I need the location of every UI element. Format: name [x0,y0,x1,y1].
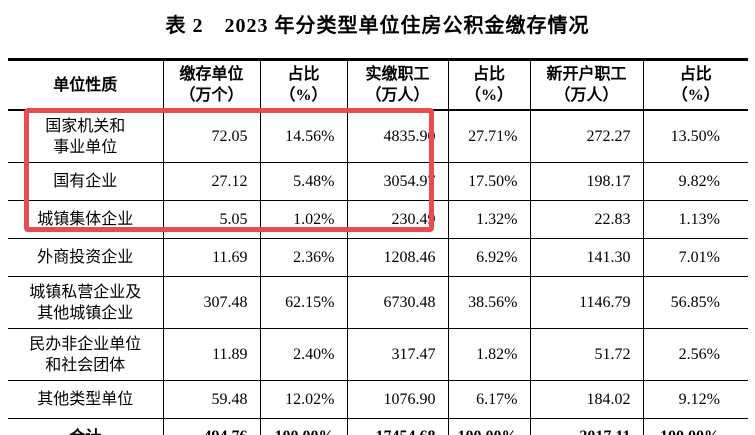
table-title: 表 2 2023 年分类型单位住房公积金缴存情况 [165,15,590,37]
cell-value: 4835.90 [346,109,448,163]
header-label-line1: 占比 [679,66,712,83]
header-label-line2: （%） [279,87,328,104]
cell-value: 11.89 [162,328,260,381]
cell-value: 2.36% [259,238,347,277]
cell-value: 1146.79 [529,276,643,329]
cell-value: 1.32% [447,200,530,239]
cell-value: 17.50% [447,162,530,201]
cell-value: 7.01% [642,238,748,277]
cell-value: 2.40% [259,328,347,381]
cell-value: 100.00% [259,418,347,435]
header-label-line1: 实缴职工 [365,66,430,83]
cell-value: 14.56% [259,109,347,163]
header-label-line1: 缴存单位 [179,66,244,83]
header-label-line2: （万人） [365,87,430,104]
cell-value: 6.17% [447,380,530,419]
table-row: 其他类型单位 59.48 12.02% 1076.90 6.17% 184.02 9.12% [8,380,748,419]
cell-value: 9.12% [642,380,748,419]
cell-value: 72.05 [162,109,260,163]
cell-value: 56.85% [642,276,748,329]
cell-value: 27.12 [162,162,260,201]
row-label: 民办非企业单位 和社会团体 [8,328,163,381]
header-share-of-deposit-units: 占比 （%） [259,59,347,111]
cell-value: 11.69 [162,238,260,277]
cell-value: 100.00% [447,418,530,435]
table-body: 国家机关和 事业单位 72.05 14.56% 4835.90 27.71% 272.27… [8,109,748,435]
header-label-line2: （万个） [179,87,244,104]
header-label-line1: 单位性质 [53,76,118,94]
cell-value: 6730.48 [346,276,448,329]
cell-value: 3054.97 [346,162,448,201]
row-label: 国家机关和 事业单位 [8,109,163,163]
cell-value: 9.82% [642,162,748,201]
table-row: 国有企业 27.12 5.48% 3054.97 17.50% 198.17 9.82% [8,162,748,201]
cell-value: 100.00% [642,418,748,435]
table-row: 国家机关和 事业单位 72.05 14.56% 4835.90 27.71% 272.27… [8,109,748,163]
row-label: 合计 [8,418,163,435]
cell-value: 5.48% [259,162,347,201]
row-label: 国有企业 [8,162,163,201]
cell-value: 6.92% [447,238,530,277]
header-label-line2: （%） [671,87,720,104]
cell-value: 184.02 [529,380,643,419]
cell-value: 1.82% [447,328,530,381]
row-label: 城镇私营企业及 其他城镇企业 [8,276,163,329]
provident-fund-table: 单位性质 缴存单位 （万个） 占比 （%） 实缴职工 （万人） 占比 （%） 新开户职工 （万人） 占… [8,58,748,435]
cell-value: 2017.11 [529,418,643,435]
table-row: 民办非企业单位 和社会团体 11.89 2.40% 317.47 1.82% 51.72 2… [8,328,748,381]
cell-value: 494.76 [162,418,260,435]
header-unit-type: 单位性质 [8,59,163,111]
cell-value: 198.17 [529,162,643,201]
row-label: 外商投资企业 [8,238,163,277]
total-row: 合计494.76100.00%17454.68100.00%2017.11100… [8,418,748,435]
cell-value: 17454.68 [346,418,448,435]
cell-value: 1.13% [642,200,748,239]
header-share-of-paying-employees: 占比 （%） [447,59,530,111]
cell-value: 27.71% [447,109,530,163]
header-label-line1: 占比 [287,66,320,83]
cell-value: 12.02% [259,380,347,419]
cell-value: 1076.90 [346,380,448,419]
cell-value: 22.83 [529,200,643,239]
row-label: 其他类型单位 [8,380,163,419]
cell-value: 272.27 [529,109,643,163]
cell-value: 230.49 [346,200,448,239]
cell-value: 13.50% [642,109,748,163]
table-row: 外商投资企业 11.69 2.36% 1208.46 6.92% 141.30 7.01% [8,238,748,277]
cell-value: 1.02% [259,200,347,239]
cell-value: 1208.46 [346,238,448,277]
cell-value: 2.56% [642,328,748,381]
cell-value: 317.47 [346,328,448,381]
header-label-line2: （%） [464,87,513,104]
table-row: 城镇集体企业 5.05 1.02% 230.49 1.32% 22.83 1.13% [8,200,748,239]
header-share-of-new-account-employees: 占比 （%） [642,59,748,111]
table-row: 城镇私营企业及 其他城镇企业 307.48 62.15% 6730.48 38.56% 1… [8,276,748,329]
cell-value: 62.15% [259,276,347,329]
cell-value: 141.30 [529,238,643,277]
row-label: 城镇集体企业 [8,200,163,239]
cell-value: 5.05 [162,200,260,239]
header-new-account-employees: 新开户职工 （万人） [529,59,643,111]
header-deposit-units: 缴存单位 （万个） [162,59,260,111]
header-label-line1: 占比 [472,66,505,83]
header-label-line2: （万人） [554,87,619,104]
header-paying-employees: 实缴职工 （万人） [346,59,448,111]
header-label-line1: 新开户职工 [546,66,627,83]
cell-value: 59.48 [162,380,260,419]
cell-value: 38.56% [447,276,530,329]
cell-value: 307.48 [162,276,260,329]
header-row: 单位性质 缴存单位 （万个） 占比 （%） 实缴职工 （万人） 占比 （%） 新开户职工 （万人） 占… [8,59,748,111]
cell-value: 51.72 [529,328,643,381]
table-head: 单位性质 缴存单位 （万个） 占比 （%） 实缴职工 （万人） 占比 （%） 新开户职工 （万人） 占… [8,59,748,111]
